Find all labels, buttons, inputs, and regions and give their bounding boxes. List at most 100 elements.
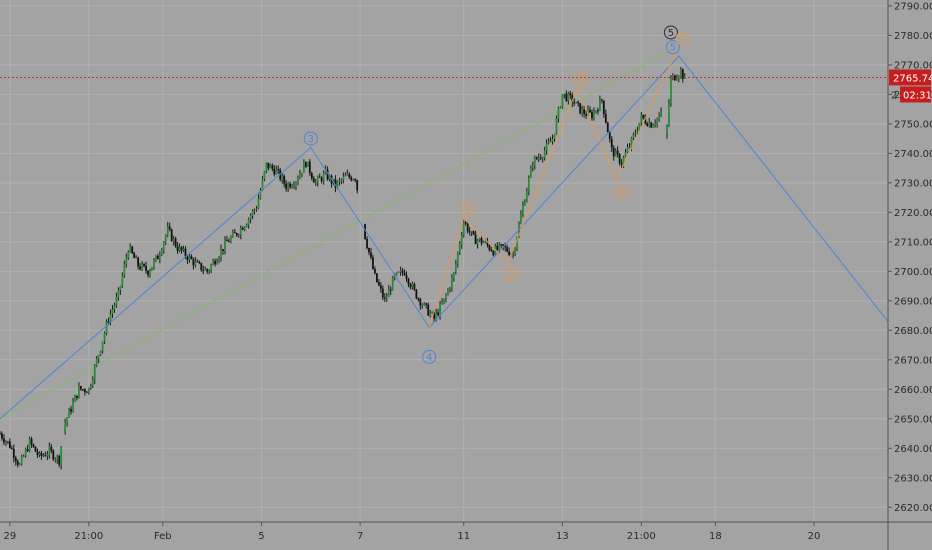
candle-body bbox=[539, 157, 542, 159]
candle-body bbox=[5, 441, 7, 443]
candle-body bbox=[591, 112, 593, 119]
candle-body bbox=[374, 268, 376, 274]
candle-body bbox=[158, 254, 161, 260]
candle-body bbox=[478, 238, 481, 241]
time-tick-label: 13 bbox=[556, 531, 569, 542]
candle-body bbox=[149, 270, 151, 276]
candle-body bbox=[403, 272, 406, 276]
candle-body bbox=[293, 185, 295, 187]
candle-body bbox=[117, 290, 120, 297]
candle-body bbox=[121, 275, 124, 287]
time-axis-panel[interactable] bbox=[0, 522, 932, 550]
time-tick-label: 11 bbox=[457, 531, 470, 542]
candle-body bbox=[326, 169, 329, 180]
candle-body bbox=[377, 282, 380, 286]
candle-body bbox=[8, 441, 11, 448]
candle-body bbox=[174, 238, 177, 247]
candle-body bbox=[628, 146, 631, 148]
candle-body bbox=[620, 163, 623, 165]
candle-body bbox=[352, 179, 355, 181]
wave-label-blue-5: 5 bbox=[670, 43, 676, 54]
candle-body bbox=[281, 176, 284, 180]
candle-body bbox=[454, 263, 457, 273]
candle-body bbox=[24, 449, 27, 457]
candle-body bbox=[204, 269, 207, 271]
candle-body bbox=[125, 257, 128, 265]
candle-body bbox=[646, 123, 649, 127]
candle-body bbox=[356, 180, 359, 191]
wave-label-blue-3: 3 bbox=[308, 134, 314, 145]
candle-body bbox=[650, 122, 653, 128]
candle-body bbox=[299, 173, 301, 179]
candle-body bbox=[233, 232, 236, 234]
candle-body bbox=[616, 150, 619, 155]
candle-body bbox=[301, 172, 303, 174]
candle-body bbox=[431, 312, 434, 314]
candle-body bbox=[437, 312, 439, 316]
candle-body bbox=[679, 69, 682, 77]
candle-body bbox=[638, 122, 641, 131]
candle-body bbox=[245, 224, 248, 227]
candle-body bbox=[593, 111, 595, 119]
candle-body bbox=[14, 457, 17, 462]
candle-body bbox=[210, 264, 213, 271]
candle-body bbox=[267, 162, 270, 169]
candle-body bbox=[40, 452, 43, 456]
candle-body bbox=[387, 289, 390, 298]
candle-body bbox=[670, 77, 672, 104]
candle-body bbox=[251, 210, 254, 216]
candle-body bbox=[243, 226, 246, 230]
candle-body bbox=[470, 231, 473, 233]
candle-body bbox=[397, 272, 400, 274]
orange-wave-line bbox=[428, 52, 677, 328]
candle-body bbox=[340, 179, 343, 181]
candle-body bbox=[166, 226, 169, 236]
candle-body bbox=[269, 165, 272, 169]
candle-body bbox=[85, 391, 88, 393]
candle-body bbox=[285, 183, 288, 189]
candle-body bbox=[504, 246, 507, 248]
candle-body bbox=[186, 256, 189, 261]
wave-marker-dark-5 bbox=[663, 25, 678, 40]
candle-body bbox=[549, 141, 552, 143]
candle-body bbox=[235, 233, 238, 236]
candle-body bbox=[366, 238, 368, 249]
candle-body bbox=[648, 122, 651, 127]
candle-body bbox=[302, 162, 305, 173]
candle-body bbox=[334, 179, 337, 188]
candle-body bbox=[176, 246, 179, 251]
candle-body bbox=[99, 350, 102, 356]
candle-body bbox=[287, 183, 290, 189]
candle-body bbox=[127, 251, 130, 258]
candle-body bbox=[561, 94, 564, 108]
candle-body bbox=[103, 333, 106, 342]
candle-body bbox=[610, 138, 613, 148]
candle-body bbox=[261, 179, 264, 190]
candle-body bbox=[308, 161, 311, 174]
price-tick-label: 2630.00 bbox=[894, 473, 932, 484]
candle-body bbox=[435, 312, 438, 319]
countdown-label: 02:31 bbox=[903, 90, 932, 101]
candle-body bbox=[567, 93, 570, 102]
candle-body bbox=[533, 157, 536, 166]
candle-body bbox=[32, 444, 35, 447]
candle-body bbox=[208, 270, 211, 272]
candle-body bbox=[145, 265, 147, 271]
candle-body bbox=[589, 109, 591, 113]
candle-body bbox=[675, 78, 678, 81]
candle-body bbox=[652, 125, 655, 128]
candle-body bbox=[405, 275, 408, 279]
candle-body bbox=[196, 261, 199, 263]
candle-body bbox=[91, 379, 94, 386]
candle-body bbox=[456, 252, 459, 264]
candle-body bbox=[474, 234, 477, 245]
candle-body bbox=[407, 278, 410, 285]
candle-body bbox=[600, 99, 603, 101]
candle-body bbox=[559, 107, 562, 109]
candle-body bbox=[401, 270, 404, 273]
candle-body bbox=[105, 321, 108, 334]
candle-body bbox=[535, 157, 538, 160]
candle-body bbox=[376, 273, 378, 283]
partial-price-label: 2 bbox=[891, 90, 897, 101]
